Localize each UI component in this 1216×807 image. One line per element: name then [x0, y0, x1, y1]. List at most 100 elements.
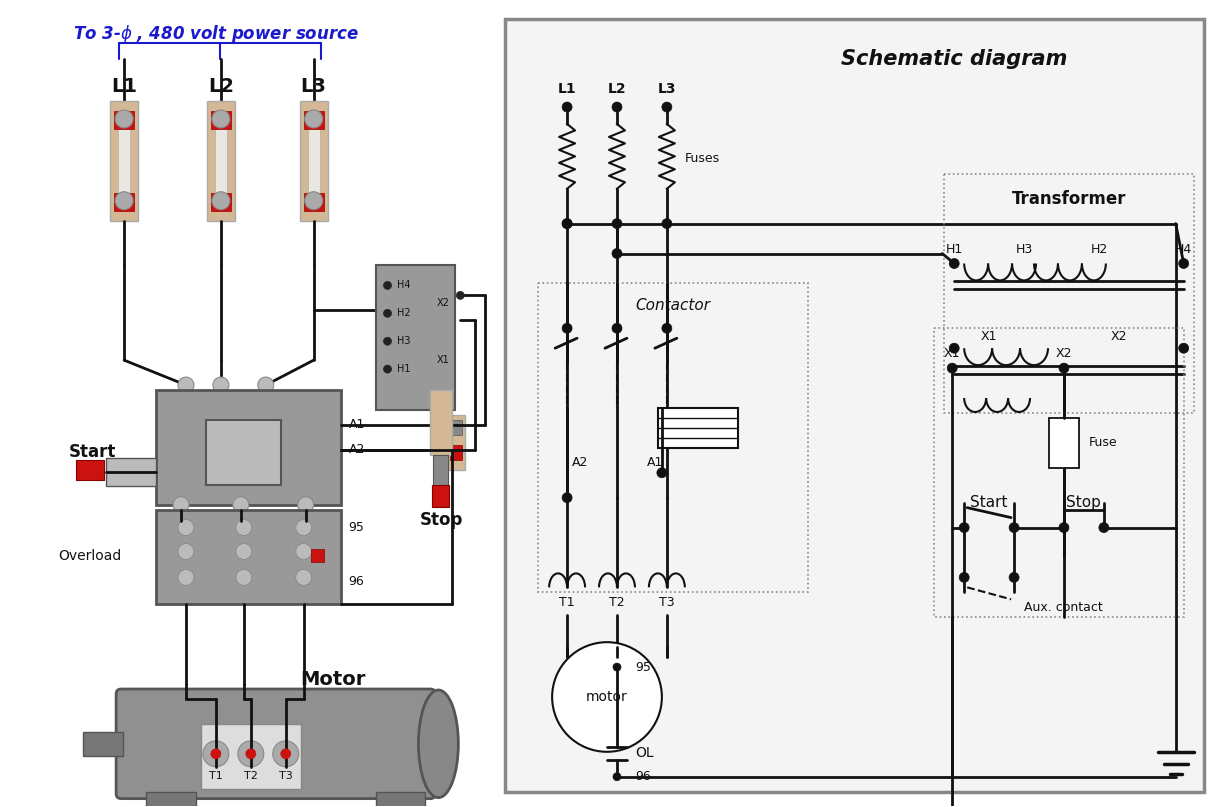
Text: L3: L3: [658, 82, 676, 96]
Circle shape: [295, 570, 311, 585]
Circle shape: [210, 749, 221, 759]
Text: Fuses: Fuses: [685, 153, 720, 165]
Bar: [210, 111, 231, 129]
Circle shape: [662, 324, 672, 333]
Circle shape: [947, 363, 957, 373]
Bar: [83, 732, 123, 756]
Text: Stop: Stop: [420, 511, 463, 529]
Circle shape: [236, 544, 252, 559]
Circle shape: [959, 572, 969, 583]
Bar: [215, 119, 227, 203]
Circle shape: [213, 377, 229, 393]
Bar: [111, 101, 139, 220]
Text: T3: T3: [278, 771, 293, 780]
Circle shape: [383, 365, 392, 373]
Text: H2: H2: [398, 308, 411, 318]
Circle shape: [552, 642, 662, 752]
Circle shape: [383, 309, 392, 317]
Circle shape: [238, 741, 264, 767]
Circle shape: [1178, 258, 1189, 269]
Bar: [201, 724, 300, 788]
Bar: [146, 792, 196, 807]
Bar: [156, 390, 340, 504]
Circle shape: [1009, 523, 1019, 533]
Text: Fuse: Fuse: [1088, 437, 1118, 449]
Circle shape: [232, 496, 249, 512]
Bar: [304, 111, 323, 129]
Text: X1: X1: [437, 355, 450, 365]
Circle shape: [236, 520, 252, 536]
Text: L3: L3: [300, 77, 327, 95]
Text: L1: L1: [111, 77, 137, 95]
Text: X2: X2: [1055, 347, 1073, 360]
Text: 96: 96: [635, 770, 651, 784]
Circle shape: [236, 570, 252, 585]
Bar: [118, 119, 130, 203]
Circle shape: [1099, 523, 1109, 533]
Text: X2: X2: [1110, 330, 1127, 343]
Text: H3: H3: [1015, 243, 1032, 256]
Circle shape: [562, 493, 572, 503]
Circle shape: [562, 102, 572, 112]
Text: X1: X1: [981, 330, 997, 343]
Circle shape: [1178, 343, 1189, 353]
Circle shape: [212, 110, 230, 128]
Bar: [430, 390, 452, 455]
Circle shape: [295, 544, 311, 559]
Bar: [433, 455, 449, 490]
Text: L2: L2: [208, 77, 233, 95]
Text: L1: L1: [558, 82, 576, 96]
Text: motor: motor: [586, 690, 627, 704]
Circle shape: [562, 219, 572, 228]
Text: A2: A2: [349, 443, 365, 456]
Text: H1: H1: [946, 243, 963, 256]
Bar: [658, 408, 738, 448]
Bar: [376, 266, 455, 410]
Circle shape: [298, 496, 314, 512]
Bar: [539, 283, 807, 592]
Text: Start: Start: [970, 495, 1008, 510]
Text: X2: X2: [437, 299, 450, 308]
Circle shape: [272, 741, 299, 767]
Circle shape: [1009, 572, 1019, 583]
Text: T2: T2: [244, 771, 258, 780]
Text: 96: 96: [349, 575, 365, 587]
Bar: [934, 328, 1183, 617]
Text: T1: T1: [559, 596, 575, 608]
Text: Contactor: Contactor: [635, 298, 710, 313]
Text: Start: Start: [69, 443, 117, 461]
Circle shape: [178, 544, 193, 559]
Bar: [310, 550, 323, 562]
Text: H4: H4: [1175, 243, 1193, 256]
Circle shape: [383, 282, 392, 290]
Circle shape: [258, 377, 274, 393]
Circle shape: [562, 324, 572, 333]
Circle shape: [305, 192, 322, 210]
Text: A2: A2: [572, 456, 589, 470]
Text: 95: 95: [349, 521, 365, 534]
Circle shape: [612, 219, 621, 228]
Circle shape: [178, 377, 193, 393]
Circle shape: [662, 219, 672, 228]
Circle shape: [657, 468, 666, 478]
Circle shape: [662, 102, 672, 112]
Bar: [210, 193, 231, 211]
Circle shape: [950, 343, 959, 353]
Text: T1: T1: [209, 771, 223, 780]
Circle shape: [1059, 363, 1069, 373]
Bar: [114, 193, 134, 211]
Bar: [207, 101, 235, 220]
Text: Aux. contact: Aux. contact: [1024, 600, 1103, 614]
Circle shape: [295, 520, 311, 536]
Bar: [1049, 418, 1079, 468]
Bar: [376, 792, 426, 807]
Circle shape: [305, 110, 322, 128]
Circle shape: [612, 324, 621, 333]
Bar: [505, 19, 1204, 792]
Bar: [299, 101, 327, 220]
Bar: [308, 119, 320, 203]
Circle shape: [178, 570, 193, 585]
Circle shape: [116, 110, 133, 128]
Bar: [447, 415, 466, 470]
Text: A1: A1: [349, 418, 365, 432]
